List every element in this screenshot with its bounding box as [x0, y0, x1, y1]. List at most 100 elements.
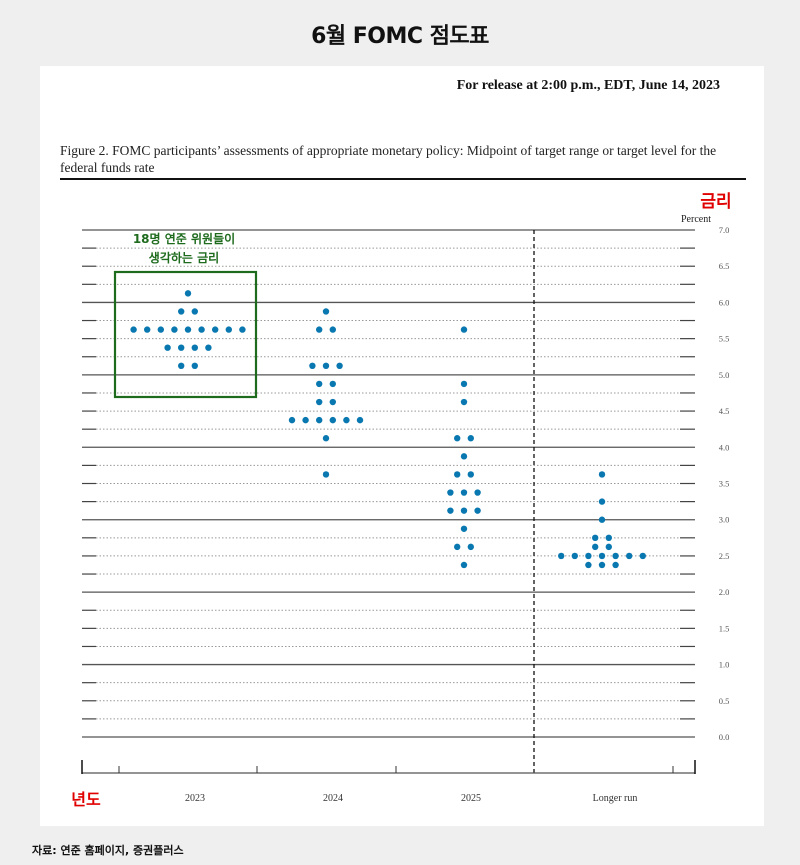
rate-dot: [467, 543, 474, 551]
rate-dot: [467, 471, 474, 478]
rate-dot: [460, 398, 468, 406]
rate-dot: [322, 362, 330, 370]
rate-dot: [144, 326, 151, 333]
rate-dot: [460, 453, 468, 460]
rate-annotation: 금리: [700, 192, 731, 212]
year-annotation: 년도: [71, 790, 101, 809]
rate-dot: [460, 489, 468, 496]
rate-dot: [302, 416, 309, 424]
y-tick-label: 4.5: [719, 406, 730, 416]
rate-dot: [460, 380, 468, 388]
dots: [130, 290, 646, 569]
y-tick-label: 6.0: [719, 297, 730, 307]
y-tick-label: 4.0: [719, 442, 730, 452]
highlight-box-label-line1: 18명 연준 위원들이: [133, 231, 235, 246]
rate-dot: [225, 326, 232, 333]
rate-dot: [191, 362, 198, 370]
rate-dot: [205, 344, 212, 351]
rate-dot: [626, 552, 633, 560]
rate-dot: [454, 471, 461, 478]
rate-dot: [474, 489, 481, 496]
x-category-label: 2025: [461, 793, 481, 804]
rate-dot: [316, 326, 323, 333]
rate-dot: [329, 416, 336, 424]
x-axis-labels: 2023 2024 2025 Longer run: [185, 793, 637, 804]
rate-dot: [460, 525, 468, 532]
rate-dot: [592, 543, 599, 551]
rate-dot: [558, 552, 565, 560]
gridlines: [82, 229, 695, 738]
rate-dot: [171, 326, 178, 333]
y-tick-label: 3.5: [719, 479, 730, 489]
page-title: 6월 FOMC 점도표: [311, 24, 489, 49]
x-category-label: 2024: [323, 793, 343, 804]
y-tick-label: 0.0: [719, 732, 730, 742]
source-credit: 자료: 연준 홈페이지, 증권플러스: [32, 844, 184, 857]
y-tick-label: 0.5: [719, 696, 730, 706]
rate-dot: [460, 561, 468, 569]
figure-caption: Figure 2. FOMC participants’ assessments…: [60, 143, 717, 175]
percent-unit-label: Percent: [681, 214, 711, 225]
rate-dot: [329, 398, 336, 406]
rate-dot: [198, 326, 205, 333]
rate-dot: [454, 543, 461, 551]
rate-dot: [592, 534, 599, 542]
highlight-box-label-line2: 생각하는 금리: [149, 250, 219, 265]
rate-dot: [178, 362, 185, 370]
rate-dot: [164, 344, 171, 351]
rate-dot: [309, 362, 316, 370]
rate-dot: [178, 344, 185, 351]
rate-dot: [288, 416, 296, 424]
rate-dot: [329, 326, 336, 333]
caption-rule: [60, 178, 746, 180]
release-line: For release at 2:00 p.m., EDT, June 14, …: [456, 78, 720, 93]
rate-dot: [343, 416, 350, 424]
x-axis: [81, 760, 696, 774]
y-tick-label: 1.5: [719, 623, 730, 633]
rate-dot: [474, 507, 481, 514]
rate-dot: [239, 326, 246, 333]
rate-dot: [322, 471, 330, 478]
rate-dot: [612, 552, 619, 560]
rate-dot: [585, 552, 592, 560]
rate-dot: [598, 471, 606, 478]
rate-dot: [447, 507, 454, 514]
rate-dot: [178, 308, 185, 315]
rate-dot: [605, 543, 612, 551]
rate-dot: [336, 362, 343, 370]
rate-dot: [316, 380, 323, 388]
x-category-label: Longer run: [593, 793, 638, 804]
rate-dot: [316, 416, 323, 424]
rate-dot: [598, 516, 606, 523]
rate-dot: [316, 398, 323, 406]
rate-dot: [191, 308, 198, 315]
y-tick-label: 7.0: [719, 225, 730, 235]
rate-dot: [460, 507, 468, 514]
y-tick-label: 5.0: [719, 370, 730, 380]
rate-dot: [598, 498, 606, 505]
rate-dot: [598, 561, 606, 569]
highlight-box-2023: [113, 270, 258, 399]
rate-dot: [612, 561, 619, 569]
rate-dot: [467, 435, 474, 442]
rate-dot: [605, 534, 612, 542]
rate-dot: [191, 344, 198, 351]
rate-dot: [447, 489, 454, 496]
rate-dot: [322, 308, 330, 315]
rate-dot: [598, 552, 606, 560]
y-tick-label: 1.0: [719, 660, 730, 670]
rate-dot: [329, 380, 336, 388]
figure-card: For release at 2:00 p.m., EDT, June 14, …: [40, 66, 764, 826]
rate-dot: [454, 435, 461, 442]
y-tick-label: 2.0: [719, 587, 730, 597]
rate-dot: [184, 326, 192, 333]
rate-dot: [157, 326, 164, 333]
rate-dot: [639, 552, 646, 560]
y-tick-label: 6.5: [719, 261, 730, 271]
rate-dot: [184, 290, 192, 297]
y-axis-labels: 7.0 6.5 6.0 5.5 5.0 4.5 4.0 3.5 3.0 2.5 2.0 1.5 1.0 0…: [719, 225, 730, 742]
rate-dot: [322, 435, 330, 442]
rate-dot: [460, 326, 468, 333]
y-tick-label: 2.5: [719, 551, 730, 561]
